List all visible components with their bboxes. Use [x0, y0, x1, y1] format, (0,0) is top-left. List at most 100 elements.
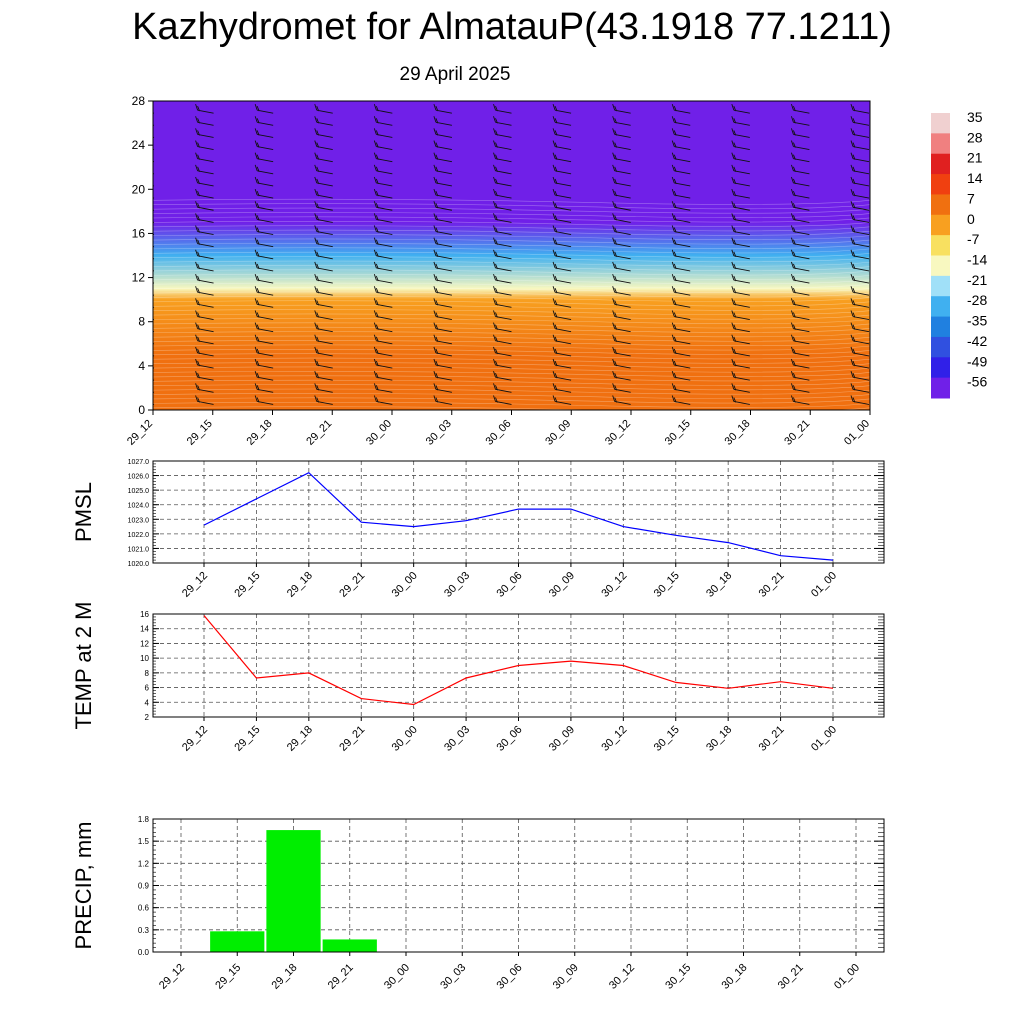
- wind-barb: [850, 249, 870, 260]
- wind-barb: [568, 101, 572, 102]
- wind-barb: [195, 383, 214, 393]
- wind-barb: [790, 395, 810, 405]
- wind-barb: [552, 298, 572, 308]
- wind-barb: [195, 346, 214, 357]
- wind-barb: [790, 201, 810, 211]
- wind-barb: [850, 310, 870, 320]
- wind-barb: [493, 128, 512, 138]
- wind-barb: [612, 201, 631, 211]
- wind-barb: [254, 237, 274, 248]
- x-tick-label: 29_18: [285, 570, 315, 600]
- x-tick-label: 30_00: [390, 570, 420, 600]
- wind-barb: [433, 334, 452, 345]
- x-tick-label: 30_06: [495, 962, 525, 992]
- wind-barb: [195, 286, 214, 296]
- y-tick-label: 16: [140, 610, 149, 619]
- wind-barb: [731, 273, 750, 284]
- wind-barb: [850, 298, 870, 308]
- wind-barb: [612, 261, 631, 272]
- contour-line: [153, 238, 870, 245]
- x-tick-label: 01_00: [809, 724, 839, 754]
- contour-line: [153, 300, 870, 307]
- wind-barb: [806, 101, 810, 102]
- wind-barb: [731, 140, 750, 150]
- y-axis-label: PRECIP, mm: [71, 822, 96, 950]
- wind-barb: [373, 237, 393, 248]
- wind-barb: [552, 213, 572, 223]
- wind-barb: [790, 371, 810, 381]
- wind-barb: [731, 249, 750, 260]
- wind-barb: [373, 164, 393, 175]
- y-tick-label: 8: [145, 669, 150, 678]
- contour-line: [153, 265, 870, 271]
- wind-barb: [671, 201, 691, 211]
- y-axis-label: TEMP at 2 M: [71, 602, 96, 730]
- contour-line: [153, 291, 870, 298]
- wind-barb: [671, 176, 691, 187]
- wind-barb: [493, 140, 512, 150]
- contour-line: [153, 335, 870, 342]
- wind-barb: [790, 322, 810, 333]
- wind-barb: [314, 103, 333, 114]
- wind-barb: [552, 176, 572, 187]
- wind-barb: [731, 395, 750, 405]
- wind-barb: [552, 358, 572, 369]
- colorbar-cell: [931, 194, 950, 216]
- chart-title: Kazhydromet for AlmatauP(43.1918 77.1211…: [132, 6, 892, 48]
- wind-barb: [211, 101, 214, 102]
- contour-line: [153, 397, 870, 404]
- wind-barb: [671, 383, 691, 393]
- x-tick-label: 30_15: [663, 962, 693, 992]
- wind-barb: [195, 213, 214, 223]
- wind-barb: [153, 173, 155, 175]
- wind-barb: [731, 358, 750, 369]
- y-tick-label: 1027.0: [128, 459, 150, 466]
- wind-barb: [790, 213, 810, 223]
- y-tick-label: 1021.0: [128, 546, 150, 553]
- y-tick-label: 1023.0: [128, 517, 150, 524]
- wind-barb: [433, 201, 452, 211]
- wind-barb: [731, 188, 750, 199]
- wind-barb: [612, 346, 631, 357]
- colorbar-label: -14: [967, 252, 987, 268]
- contour-line: [153, 256, 870, 263]
- wind-barb: [552, 249, 572, 260]
- wind-barb: [254, 334, 274, 345]
- contour-line: [153, 379, 870, 386]
- wind-barb: [552, 286, 572, 296]
- wind-barb: [373, 213, 393, 223]
- wind-barb: [552, 334, 572, 345]
- wind-barb: [790, 298, 810, 308]
- wind-barb: [552, 273, 572, 284]
- wind-barb: [671, 213, 691, 223]
- y-tick-label: 2: [145, 713, 150, 722]
- colorbar-label: -7: [967, 231, 980, 247]
- wind-barb: [153, 209, 155, 211]
- wind-barb: [850, 164, 870, 175]
- wind-barb: [612, 103, 631, 114]
- wind-barb: [254, 213, 274, 223]
- wind-barb: [731, 383, 750, 393]
- wind-barb: [671, 334, 691, 345]
- wind-barb: [254, 103, 274, 114]
- colorbar-cell: [931, 275, 950, 297]
- wind-barb: [671, 298, 691, 308]
- wind-barb: [493, 371, 512, 381]
- wind-barb: [153, 221, 155, 223]
- x-tick-label: 29_12: [180, 724, 210, 754]
- x-tick-label: 29_12: [157, 962, 187, 992]
- wind-barb: [373, 140, 393, 150]
- contour-line: [153, 313, 870, 320]
- wind-barb: [433, 152, 452, 163]
- colorbar-cell: [931, 133, 950, 155]
- wind-barb: [790, 140, 810, 150]
- wind-barb: [612, 128, 631, 138]
- wind-barb: [195, 237, 214, 248]
- contour-line: [153, 304, 870, 311]
- wind-barb: [552, 383, 572, 393]
- wind-barb: [850, 395, 870, 405]
- colorbar-cell: [931, 296, 950, 318]
- wind-barb: [254, 358, 274, 369]
- wind-barb: [195, 334, 214, 345]
- wind-barb: [433, 140, 452, 150]
